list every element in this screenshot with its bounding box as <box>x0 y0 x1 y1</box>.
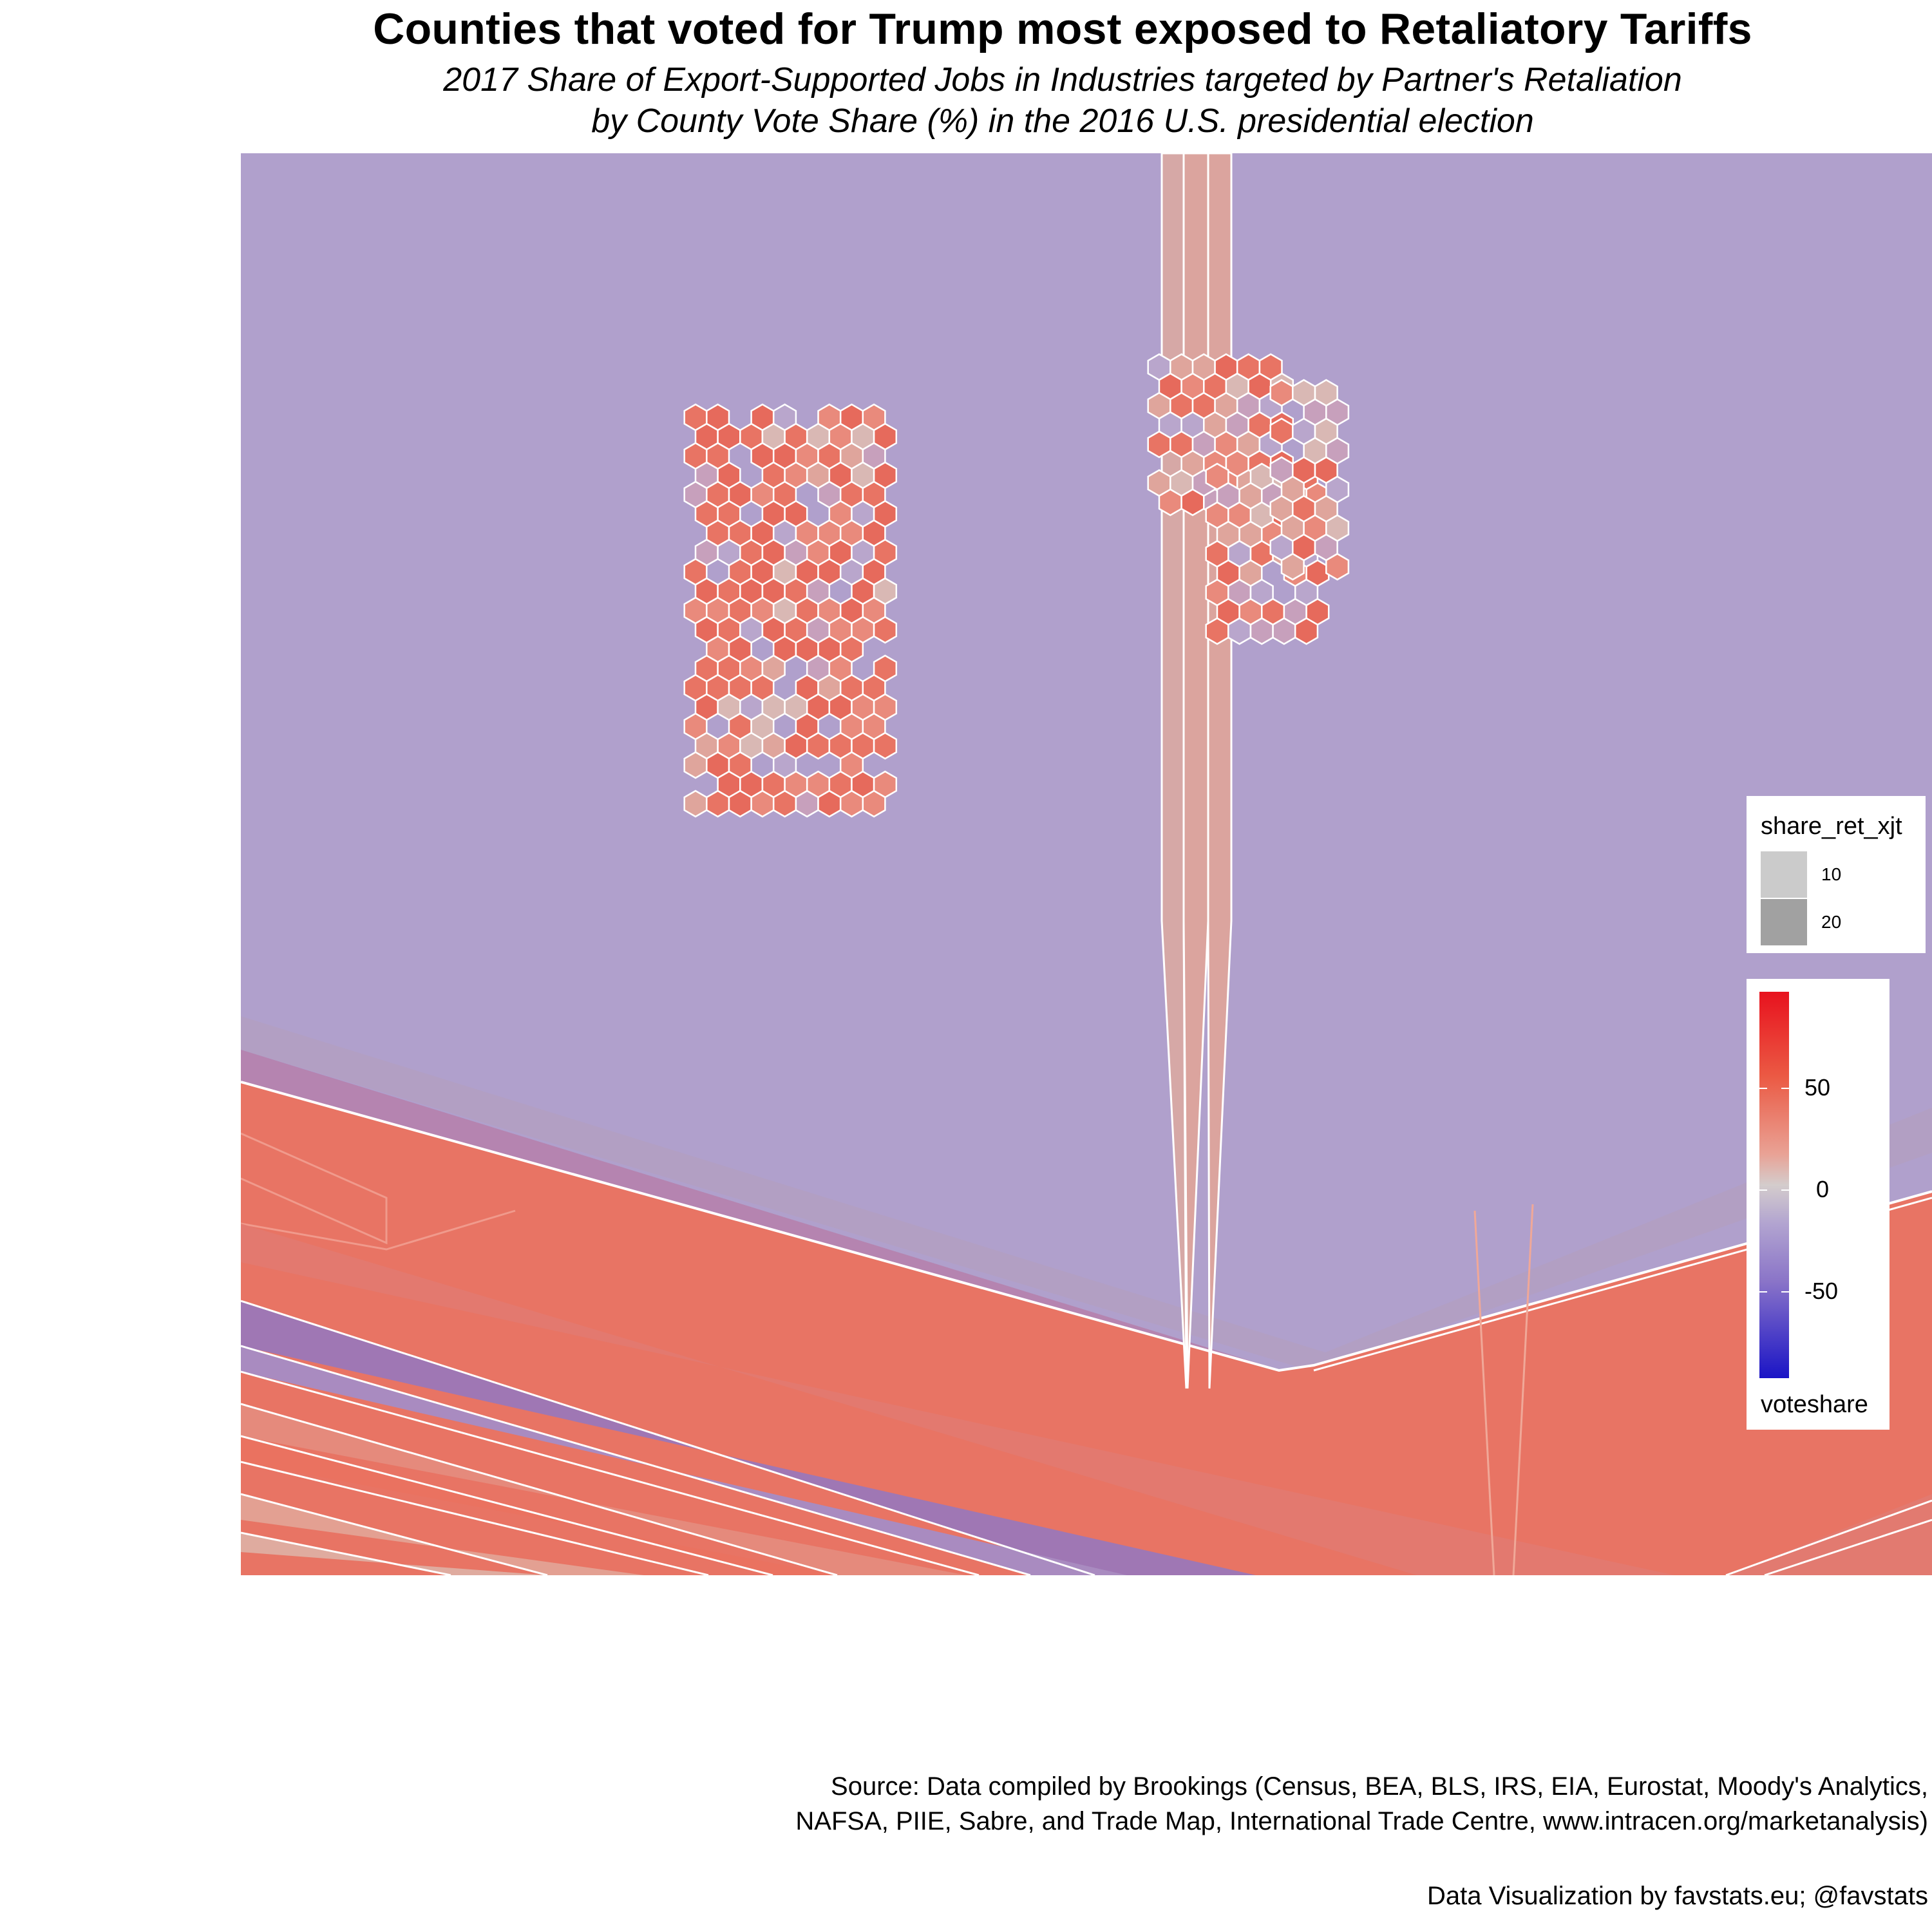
hex-county-cell <box>1147 430 1171 459</box>
hex-county-cell <box>750 790 775 818</box>
map-faint-line-4 <box>1512 1204 1534 1575</box>
legend-size-swatch-20 <box>1761 899 1807 945</box>
map-region-red <box>241 1082 1932 1575</box>
hex-county-cell <box>817 790 842 818</box>
hex-county-cell <box>1227 617 1252 645</box>
legend-size-title: share_ret_xjt <box>1761 813 1902 840</box>
hex-county-cell <box>706 790 730 818</box>
map-band-mauve <box>241 1016 1932 1372</box>
hex-county-cell <box>1269 417 1294 446</box>
legend-tick-neg50-r <box>1781 1291 1789 1293</box>
hex-county-cell <box>683 751 708 779</box>
chart-subtitle-line2: by County Vote Share (%) in the 2016 U.S… <box>591 102 1534 140</box>
hex-county-cell <box>1280 553 1305 581</box>
legend-color-title: voteshare <box>1761 1391 1868 1418</box>
hex-county-cell <box>772 790 797 818</box>
map-panel <box>241 153 1932 1575</box>
hex-county-cell <box>873 732 898 760</box>
hex-county-cell <box>728 790 752 818</box>
chart-subtitle-line1: 2017 Share of Export-Supported Jobs in I… <box>443 61 1682 99</box>
hex-county-cell <box>1269 379 1294 407</box>
map-band-red-right <box>1726 1494 1932 1575</box>
legend-size: share_ret_xjt 10 20 <box>1747 796 1926 953</box>
legend-size-label-10: 10 <box>1821 864 1842 884</box>
map-boundary-lines <box>241 1300 1932 1575</box>
legend-color: 50 0 -50 voteshare <box>1747 979 1889 1430</box>
hex-county-cell <box>873 616 898 644</box>
legend-colorbar <box>1759 992 1789 1378</box>
hex-county-cell <box>1325 553 1350 581</box>
chart-title: Counties that voted for Trump most expos… <box>373 5 1752 53</box>
caption-source-line1: Source: Data compiled by Brookings (Cens… <box>831 1772 1928 1801</box>
hex-county-cell <box>683 790 708 818</box>
legend-tick-0 <box>1759 1189 1767 1191</box>
hex-county-cell <box>862 790 886 818</box>
map-band-dark-mauve <box>241 1050 1314 1385</box>
hex-county-cell <box>1294 617 1319 645</box>
hex-county-cell <box>1272 617 1296 645</box>
hex-cluster-group <box>683 353 1350 818</box>
legend-tick-label-0: 0 <box>1816 1176 1830 1202</box>
map-faint-line-2 <box>241 1209 516 1251</box>
hex-county-cell <box>1249 617 1274 645</box>
hex-county-cell <box>795 790 819 818</box>
legend-tick-label-50: 50 <box>1804 1074 1831 1101</box>
caption-credit: Data Visualization by favstats.eu; @favs… <box>1426 1882 1928 1910</box>
legend-tick-50 <box>1759 1088 1767 1089</box>
map-faint-line-3 <box>1473 1210 1495 1575</box>
hex-county-cell <box>1158 488 1182 516</box>
legend-tick-neg50 <box>1759 1291 1767 1293</box>
legend-size-swatch-10 <box>1761 851 1807 898</box>
legend-size-label-20: 20 <box>1821 912 1842 932</box>
caption-source-line2: NAFSA, PIIE, Sabre, and Trade Map, Inter… <box>795 1807 1928 1835</box>
map-faint-line <box>241 1132 388 1245</box>
hex-county-cell <box>1205 617 1229 645</box>
map-region-border <box>241 1081 1932 1372</box>
hex-county-cell <box>1180 488 1205 516</box>
legend-tick-label-neg50: -50 <box>1804 1278 1839 1304</box>
hex-county-cell <box>839 790 864 818</box>
map-band-pink-2 <box>241 1533 547 1575</box>
legend-tick-0-r <box>1781 1189 1789 1191</box>
hex-county-cell <box>806 732 831 760</box>
legend-tick-50-r <box>1781 1088 1789 1089</box>
